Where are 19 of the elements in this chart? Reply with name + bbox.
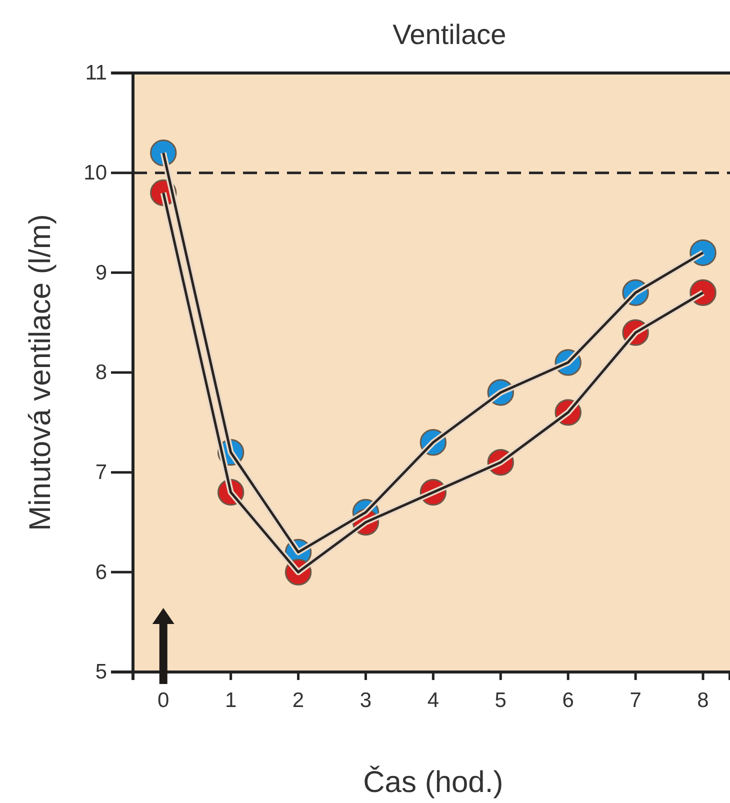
y-tick-label: 10 [84,162,107,185]
x-tick-label: 2 [292,688,304,712]
x-tick-label: 8 [697,688,709,712]
x-axis-title: Čas (hod.) [363,765,504,799]
x-tick-label: 6 [562,688,574,712]
x-tick-label: 3 [360,688,372,712]
y-tick-label: 11 [85,62,107,85]
x-tick-label: 5 [494,688,506,712]
y-axis-title: Minutová ventilace (l/m) [24,214,57,531]
y-tick-label: 5 [95,660,107,684]
x-tick-label: 7 [630,688,642,712]
x-tick-label: 1 [224,688,237,712]
y-tick-label: 8 [95,361,107,384]
x-tick-label: 0 [158,688,170,712]
y-tick-label: 6 [95,560,107,584]
chart-title: Ventilace [392,19,506,50]
y-tick-label: 7 [95,461,107,484]
y-tick-label: 9 [95,261,107,284]
x-tick-label: 4 [427,688,440,712]
